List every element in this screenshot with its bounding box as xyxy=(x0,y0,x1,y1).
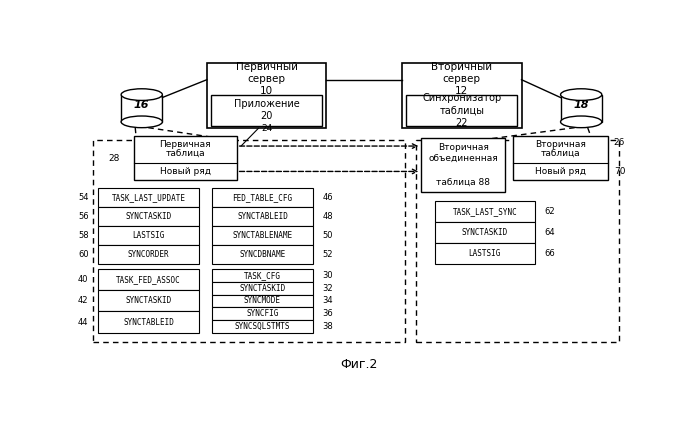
Bar xyxy=(212,207,313,226)
Bar xyxy=(121,95,162,122)
Text: Вторичная
таблица: Вторичная таблица xyxy=(536,140,587,159)
Bar xyxy=(435,222,535,243)
Bar xyxy=(212,282,313,295)
Bar xyxy=(435,243,535,264)
Text: 30: 30 xyxy=(323,271,333,280)
Text: Первичный
сервер
10: Первичный сервер 10 xyxy=(235,62,298,96)
Bar xyxy=(98,207,199,226)
Text: 28: 28 xyxy=(108,154,120,163)
Bar xyxy=(421,138,505,192)
Bar xyxy=(207,64,326,128)
Text: 16: 16 xyxy=(134,100,150,110)
Bar xyxy=(212,295,313,307)
Bar xyxy=(212,226,313,245)
Bar xyxy=(98,226,199,245)
Text: 56: 56 xyxy=(78,212,89,221)
Ellipse shape xyxy=(121,89,162,101)
Text: 70: 70 xyxy=(614,167,625,176)
Text: Вторичный
сервер
12: Вторичный сервер 12 xyxy=(431,62,492,96)
Text: 64: 64 xyxy=(545,228,556,237)
Text: SYNCTASKID: SYNCTASKID xyxy=(462,228,508,237)
Text: Фиг.2: Фиг.2 xyxy=(340,358,377,371)
Text: Синхронизатор
таблицы
22: Синхронизатор таблицы 22 xyxy=(422,93,501,128)
Bar xyxy=(407,95,517,126)
Bar xyxy=(212,188,313,207)
Text: 62: 62 xyxy=(545,207,556,216)
Bar xyxy=(93,140,405,342)
Bar xyxy=(98,269,199,290)
Text: SYNCORDER: SYNCORDER xyxy=(127,250,169,259)
Text: 48: 48 xyxy=(323,212,333,221)
Text: 50: 50 xyxy=(323,232,333,240)
Bar xyxy=(212,320,313,333)
Ellipse shape xyxy=(561,89,602,101)
Bar xyxy=(212,269,313,282)
Text: 42: 42 xyxy=(78,296,89,306)
Bar xyxy=(98,290,199,312)
Text: FED_TABLE_CFG: FED_TABLE_CFG xyxy=(232,193,293,203)
Text: 58: 58 xyxy=(78,232,89,240)
Text: TASK_CFG: TASK_CFG xyxy=(244,271,281,280)
Bar xyxy=(212,307,313,320)
Text: 32: 32 xyxy=(323,284,333,293)
Text: 24: 24 xyxy=(261,124,272,133)
Text: 66: 66 xyxy=(545,249,556,258)
Text: 40: 40 xyxy=(78,275,89,284)
Text: SYNCTABLENAME: SYNCTABLENAME xyxy=(232,232,293,240)
Text: 52: 52 xyxy=(323,250,333,259)
Bar xyxy=(513,136,608,180)
Text: SYNCSQLSTMTS: SYNCSQLSTMTS xyxy=(234,322,290,331)
Text: TASK_LAST_SYNC: TASK_LAST_SYNC xyxy=(452,207,517,216)
Text: SYNCTASKID: SYNCTASKID xyxy=(125,212,172,221)
Bar xyxy=(435,201,535,222)
Text: Вторичная
объединенная

таблица 88: Вторичная объединенная таблица 88 xyxy=(428,143,498,187)
Text: SYNCTASKID: SYNCTASKID xyxy=(125,296,172,306)
Bar xyxy=(416,140,619,342)
Text: 54: 54 xyxy=(78,193,89,203)
Text: LASTSIG: LASTSIG xyxy=(132,232,164,240)
Text: Первичная
таблица: Первичная таблица xyxy=(160,140,211,159)
Text: Приложение
20: Приложение 20 xyxy=(234,99,300,121)
Text: Новый ряд: Новый ряд xyxy=(160,167,211,176)
Text: SYNCMODE: SYNCMODE xyxy=(244,296,281,306)
Bar xyxy=(98,188,199,207)
Text: 18: 18 xyxy=(573,100,589,110)
Text: 46: 46 xyxy=(323,193,333,203)
Bar xyxy=(134,136,237,180)
Text: 34: 34 xyxy=(323,296,333,306)
Text: 60: 60 xyxy=(78,250,89,259)
Bar xyxy=(98,312,199,333)
Text: TASK_FED_ASSOC: TASK_FED_ASSOC xyxy=(116,275,181,284)
Text: 36: 36 xyxy=(323,309,333,318)
Text: SYNCTABLEID: SYNCTABLEID xyxy=(123,317,174,327)
Text: SYNCTABLEID: SYNCTABLEID xyxy=(237,212,288,221)
Text: SYNCTASKID: SYNCTASKID xyxy=(239,284,286,293)
Text: SYNCDBNAME: SYNCDBNAME xyxy=(239,250,286,259)
Text: 44: 44 xyxy=(78,317,89,327)
Text: 26: 26 xyxy=(614,139,625,147)
Text: 38: 38 xyxy=(323,322,333,331)
Bar xyxy=(211,95,322,126)
Text: TASK_LAST_UPDATE: TASK_LAST_UPDATE xyxy=(111,193,186,203)
Bar xyxy=(402,64,522,128)
Ellipse shape xyxy=(561,116,602,128)
Bar xyxy=(212,245,313,264)
Ellipse shape xyxy=(121,116,162,128)
Text: SYNCFIG: SYNCFIG xyxy=(246,309,279,318)
Bar xyxy=(98,245,199,264)
Text: Новый ряд: Новый ряд xyxy=(536,167,587,176)
Bar xyxy=(561,95,602,122)
Text: LASTSIG: LASTSIG xyxy=(469,249,501,258)
